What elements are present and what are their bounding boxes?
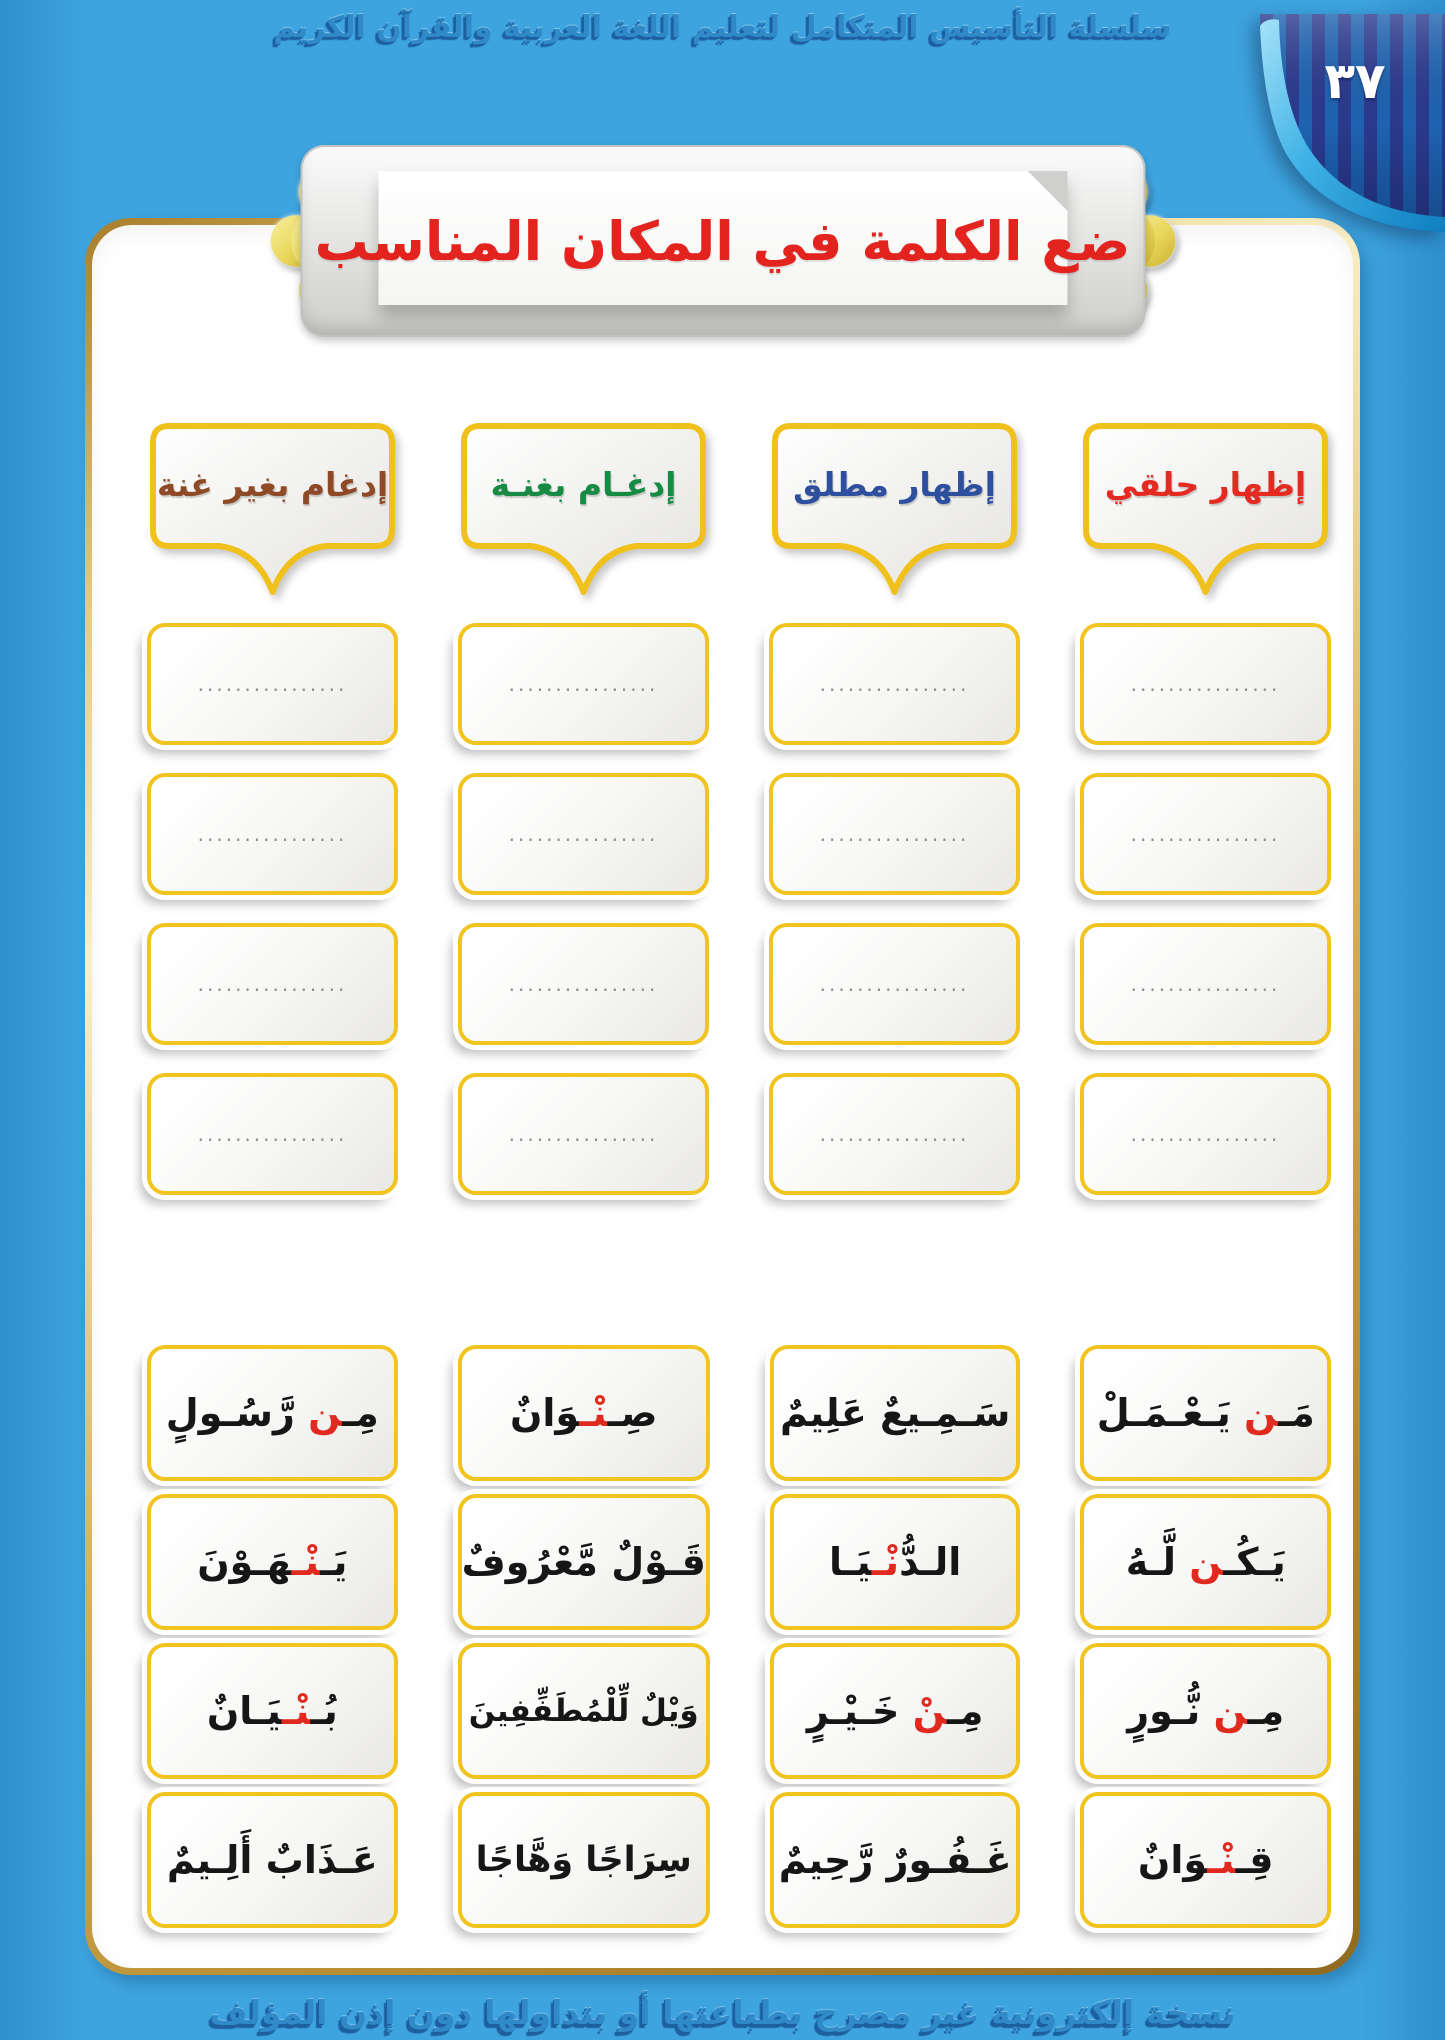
answer-box-izhar-mutlaq-row2[interactable]: ................: [769, 773, 1020, 895]
shield-shape-icon: [1083, 423, 1328, 595]
column-headers-row: إظهار حلقي إظهار مطلق إدغـام بغنـة إدغام…: [147, 420, 1331, 600]
word-card-r2-c3[interactable]: قَـوْلٌ مَّعْرُوفٌ: [457, 1494, 710, 1630]
word-card-r2-c1[interactable]: يَـكُـن لَّـهُ: [1080, 1494, 1331, 1630]
paper-fold-icon: [1027, 171, 1067, 211]
word-card-text: يَـكُـن لَّـهُ: [1125, 1540, 1286, 1584]
worksheet-sheet: ضع الكلمة في المكان المناسب إظهار حلقي إ…: [85, 145, 1360, 1975]
answer-box-idgham-bighayr-ghunnah-row2[interactable]: ................: [147, 773, 398, 895]
word-card-r3-c4[interactable]: بُـنْـيَـانٌ: [147, 1643, 398, 1779]
word-card-r4-c4[interactable]: عَـذَابٌ أَلِـيمٌ: [147, 1792, 398, 1928]
page-curl-icon: [1260, 14, 1445, 232]
dotted-placeholder: ................: [819, 1122, 970, 1146]
answer-box-izhar-halqi-row3[interactable]: ................: [1080, 923, 1331, 1045]
dotted-placeholder: ................: [1130, 822, 1281, 846]
footer-notice: نسخة إلكترونية غير مصرح بطباعتها أو بتدا…: [209, 1993, 1236, 2032]
answer-box-izhar-mutlaq-row3[interactable]: ................: [769, 923, 1020, 1045]
dotted-placeholder: ................: [508, 972, 659, 996]
dotted-placeholder: ................: [819, 822, 970, 846]
dotted-placeholder: ................: [197, 822, 348, 846]
dotted-placeholder: ................: [508, 1122, 659, 1146]
word-cards-grid: مَـن يَـعْـمَـلْ سَـمِـيعٌ عَلِيمٌ صِـنْ…: [147, 1345, 1331, 1928]
word-card-r4-c1[interactable]: قِـنْـوَانٌ: [1080, 1792, 1331, 1928]
dotted-placeholder: ................: [1130, 1122, 1281, 1146]
word-card-text: غَـفُـورٌ رَّحِيمٌ: [778, 1838, 1012, 1882]
word-card-r3-c2[interactable]: مِـنْ خَـيْـرٍ: [769, 1643, 1021, 1779]
word-card-r4-c3[interactable]: سِرَاجًا وَهَّاجًا: [457, 1792, 710, 1928]
dotted-placeholder: ................: [819, 972, 970, 996]
word-card-r1-c1[interactable]: مَـن يَـعْـمَـلْ: [1080, 1345, 1331, 1481]
shield-shape-icon: [150, 423, 395, 595]
word-card-r2-c2[interactable]: الـدُّنْـيَـا: [769, 1494, 1021, 1630]
word-card-text: مَـن يَـعْـمَـلْ: [1096, 1391, 1315, 1435]
dotted-placeholder: ................: [508, 672, 659, 696]
word-card-r1-c3[interactable]: صِـنْـوَانٌ: [457, 1345, 710, 1481]
answer-box-idgham-bighayr-ghunnah-row4[interactable]: ................: [147, 1073, 398, 1195]
dotted-placeholder: ................: [197, 1122, 348, 1146]
word-card-r3-c3[interactable]: وَيْلٌ لِّلْمُطَفِّفِينَ: [457, 1643, 710, 1779]
column-header-label: إدغام بغير غنة: [156, 464, 389, 504]
word-card-text: سَـمِـيعٌ عَلِيمٌ: [780, 1391, 1011, 1435]
word-card-text: صِـنْـوَانٌ: [509, 1391, 658, 1435]
answer-box-idgham-bighunnah-row3[interactable]: ................: [458, 923, 709, 1045]
dotted-placeholder: ................: [1130, 672, 1281, 696]
page-corner-ribbon: ٣٧: [1260, 14, 1445, 232]
word-card-r2-c4[interactable]: يَـنْـهَـوْنَ: [147, 1494, 398, 1630]
page-title: ضع الكلمة في المكان المناسب: [314, 209, 1131, 273]
column-header-idgham-bighunnah: إدغـام بغنـة: [458, 420, 709, 600]
word-card-text: قِـنْـوَانٌ: [1137, 1838, 1274, 1882]
answer-box-idgham-bighunnah-row2[interactable]: ................: [458, 773, 709, 895]
dotted-placeholder: ................: [819, 672, 970, 696]
column-header-label: إظهار مطلق: [793, 464, 996, 504]
answer-box-izhar-halqi-row1[interactable]: ................: [1080, 623, 1331, 745]
word-card-text: يَـنْـهَـوْنَ: [197, 1540, 348, 1584]
word-card-r1-c2[interactable]: سَـمِـيعٌ عَلِيمٌ: [769, 1345, 1021, 1481]
column-header-label: إظهار حلقي: [1104, 464, 1307, 504]
dotted-placeholder: ................: [1130, 972, 1281, 996]
shield-shape-icon: [772, 423, 1017, 595]
title-banner: ضع الكلمة في المكان المناسب: [270, 145, 1175, 337]
series-title: سلسلة التأسيس المتكامل لتعليم اللغة العر…: [273, 10, 1172, 45]
column-header-izhar-halqi: إظهار حلقي: [1080, 420, 1331, 600]
word-card-text: الـدُّنْـيَـا: [829, 1540, 962, 1584]
column-header-idgham-bighayr-ghunnah: إدغام بغير غنة: [147, 420, 398, 600]
dotted-placeholder: ................: [197, 972, 348, 996]
word-card-r4-c2[interactable]: غَـفُـورٌ رَّحِيمٌ: [769, 1792, 1021, 1928]
answer-box-izhar-mutlaq-row1[interactable]: ................: [769, 623, 1020, 745]
dotted-placeholder: ................: [508, 822, 659, 846]
column-header-label: إدغـام بغنـة: [490, 464, 677, 504]
shield-shape-icon: [461, 423, 706, 595]
word-card-text: مِـنْ خَـيْـرٍ: [806, 1689, 984, 1733]
word-card-text: عَـذَابٌ أَلِـيمٌ: [166, 1838, 378, 1882]
answer-box-idgham-bighayr-ghunnah-row1[interactable]: ................: [147, 623, 398, 745]
answer-box-izhar-halqi-row4[interactable]: ................: [1080, 1073, 1331, 1195]
answer-box-izhar-mutlaq-row4[interactable]: ................: [769, 1073, 1020, 1195]
word-card-text: مِـن رَّسُـولٍ: [165, 1391, 379, 1435]
answer-box-idgham-bighunnah-row1[interactable]: ................: [458, 623, 709, 745]
page-number: ٣٧: [1324, 52, 1386, 110]
answer-box-idgham-bighayr-ghunnah-row3[interactable]: ................: [147, 923, 398, 1045]
word-card-r3-c1[interactable]: مِـن نُّـورٍ: [1080, 1643, 1331, 1779]
answer-box-izhar-halqi-row2[interactable]: ................: [1080, 773, 1331, 895]
column-header-izhar-mutlaq: إظهار مطلق: [769, 420, 1020, 600]
word-card-text: قَـوْلٌ مَّعْرُوفٌ: [461, 1540, 706, 1584]
dotted-placeholder: ................: [197, 672, 348, 696]
word-card-text: وَيْلٌ لِّلْمُطَفِّفِينَ: [468, 1692, 699, 1729]
answer-boxes-grid: ................ ................ ......…: [147, 623, 1331, 1195]
banner-paper: [378, 171, 1067, 305]
word-card-text: سِرَاجًا وَهَّاجًا: [475, 1839, 692, 1880]
word-card-r1-c4[interactable]: مِـن رَّسُـولٍ: [147, 1345, 398, 1481]
answer-box-idgham-bighunnah-row4[interactable]: ................: [458, 1073, 709, 1195]
word-card-text: بُـنْـيَـانٌ: [206, 1689, 338, 1733]
word-card-text: مِـن نُّـورٍ: [1127, 1689, 1285, 1733]
